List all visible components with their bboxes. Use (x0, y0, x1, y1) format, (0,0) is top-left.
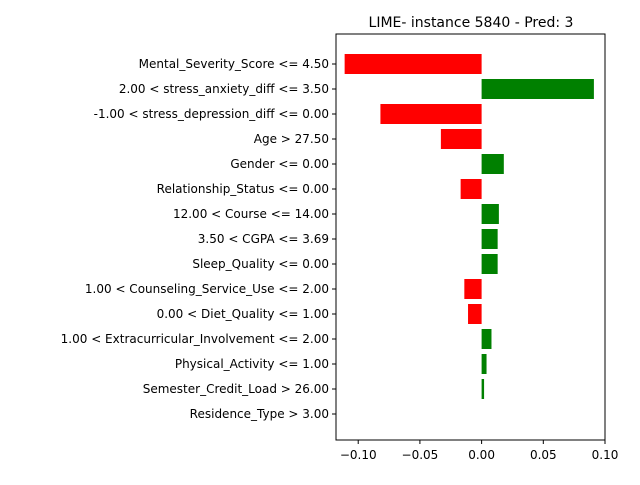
y-ticks: Mental_Severity_Score <= 4.50 2.00 < stre… (61, 57, 336, 421)
ytick-label-5: Relationship_Status <= 0.00 (157, 182, 329, 196)
bar-4 (481, 154, 504, 174)
ytick-label-7: 3.50 < CGPA <= 3.69 (198, 232, 329, 246)
xtick-label-1: −0.05 (402, 448, 439, 462)
ytick-label-0: Mental_Severity_Score <= 4.50 (139, 57, 329, 71)
bar-10 (468, 304, 482, 324)
ytick-label-12: Physical_Activity <= 1.00 (175, 357, 329, 371)
ytick-label-6: 12.00 < Course <= 14.00 (173, 207, 329, 221)
ytick-label-14: Residence_Type > 3.00 (190, 407, 329, 421)
ytick-label-2: -1.00 < stress_depression_diff <= 0.00 (94, 107, 329, 121)
chart-title: LIME- instance 5840 - Pred: 3 (369, 15, 574, 31)
bar-12 (481, 354, 487, 374)
bar-6 (481, 204, 499, 224)
xtick-label-2: 0.00 (468, 448, 495, 462)
bar-7 (481, 229, 498, 249)
x-ticks: −0.10 −0.05 0.00 0.05 0.10 (340, 440, 619, 462)
xtick-label-0: −0.10 (340, 448, 377, 462)
bar-3 (440, 129, 482, 149)
bar-11 (481, 329, 492, 349)
bar-2 (380, 104, 482, 124)
bar-5 (460, 179, 482, 199)
ytick-label-10: 0.00 < Diet_Quality <= 1.00 (157, 307, 329, 321)
ytick-label-3: Age > 27.50 (254, 132, 329, 146)
ytick-label-4: Gender <= 0.00 (230, 157, 329, 171)
bar-1 (481, 79, 594, 99)
bar-9 (464, 279, 482, 299)
bar-0 (344, 54, 482, 74)
ytick-label-1: 2.00 < stress_anxiety_diff <= 3.50 (119, 82, 329, 96)
ytick-label-9: 1.00 < Counseling_Service_Use <= 2.00 (85, 282, 329, 296)
bars-layer (344, 54, 594, 399)
bar-13 (481, 379, 485, 399)
ytick-label-11: 1.00 < Extracurricular_Involvement <= 2.… (61, 332, 329, 346)
ytick-label-13: Semester_Credit_Load > 26.00 (143, 382, 329, 396)
plot-frame (335, 33, 606, 441)
bar-8 (481, 254, 498, 274)
ytick-label-8: Sleep_Quality <= 0.00 (192, 257, 329, 271)
xtick-label-3: 0.05 (530, 448, 557, 462)
xtick-label-4: 0.10 (592, 448, 619, 462)
